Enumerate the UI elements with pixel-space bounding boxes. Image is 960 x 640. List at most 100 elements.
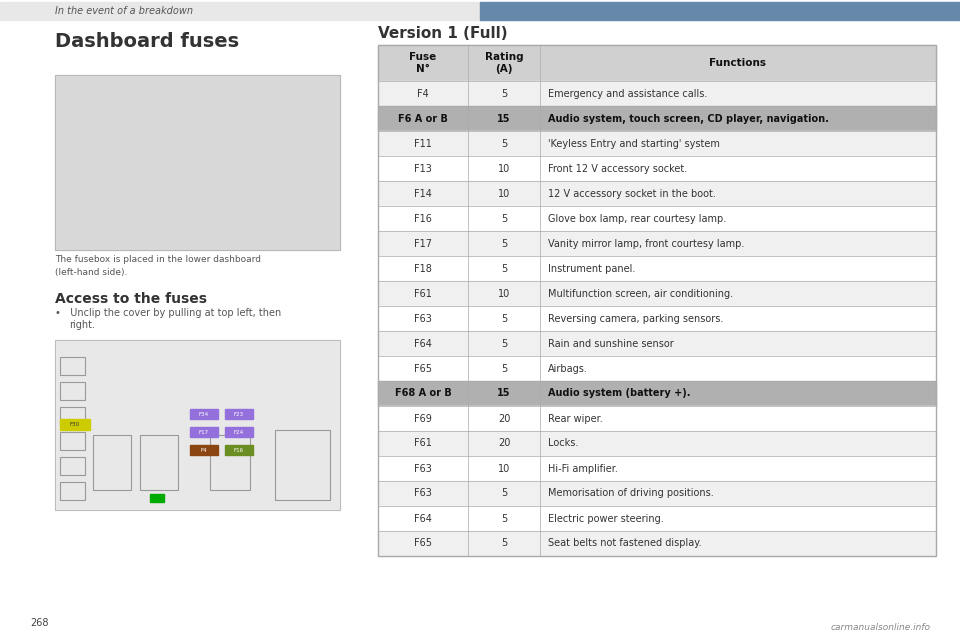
Bar xyxy=(275,430,330,500)
Text: Airbags.: Airbags. xyxy=(548,364,588,374)
Bar xyxy=(93,435,131,490)
Bar xyxy=(210,435,250,490)
Text: 12 V accessory socket in the boot.: 12 V accessory socket in the boot. xyxy=(548,189,716,198)
Bar xyxy=(378,45,936,556)
Bar xyxy=(378,131,936,156)
Text: Functions: Functions xyxy=(709,58,766,68)
Text: F17: F17 xyxy=(199,429,209,435)
Text: 10: 10 xyxy=(498,189,510,198)
Text: •   Unclip the cover by pulling at top left, then: • Unclip the cover by pulling at top lef… xyxy=(55,308,281,318)
Text: right.: right. xyxy=(69,320,95,330)
Text: F30: F30 xyxy=(70,422,80,426)
Bar xyxy=(225,409,253,419)
Text: 20: 20 xyxy=(498,438,510,449)
Bar xyxy=(150,494,164,502)
Text: 5: 5 xyxy=(501,138,507,148)
Bar xyxy=(480,2,960,20)
Text: Rear wiper.: Rear wiper. xyxy=(548,413,603,424)
Bar xyxy=(378,156,936,181)
Text: F24: F24 xyxy=(234,429,244,435)
Text: F61: F61 xyxy=(414,289,432,298)
Text: 5: 5 xyxy=(501,339,507,349)
Text: 5: 5 xyxy=(501,239,507,248)
Bar xyxy=(190,427,218,437)
Bar xyxy=(60,407,85,425)
Bar xyxy=(378,206,936,231)
Text: The fusebox is placed in the lower dashboard
(left-hand side).: The fusebox is placed in the lower dashb… xyxy=(55,255,261,276)
Text: F63: F63 xyxy=(414,314,432,323)
Bar xyxy=(378,531,936,556)
Text: Vanity mirror lamp, front courtesy lamp.: Vanity mirror lamp, front courtesy lamp. xyxy=(548,239,744,248)
Text: In the event of a breakdown: In the event of a breakdown xyxy=(55,6,193,16)
Text: Front 12 V accessory socket.: Front 12 V accessory socket. xyxy=(548,163,687,173)
Text: Hi-Fi amplifier.: Hi-Fi amplifier. xyxy=(548,463,618,474)
Text: Dashboard fuses: Dashboard fuses xyxy=(55,32,239,51)
Bar xyxy=(378,481,936,506)
Text: 268: 268 xyxy=(30,618,49,628)
Text: Emergency and assistance calls.: Emergency and assistance calls. xyxy=(548,88,708,99)
Text: 10: 10 xyxy=(498,463,510,474)
Text: 5: 5 xyxy=(501,214,507,223)
Bar xyxy=(378,356,936,381)
Text: carmanualsonline.info: carmanualsonline.info xyxy=(831,623,931,632)
Text: 'Keyless Entry and starting' system: 'Keyless Entry and starting' system xyxy=(548,138,720,148)
Bar xyxy=(190,409,218,419)
Bar xyxy=(378,506,936,531)
Text: F13: F13 xyxy=(414,163,432,173)
Bar xyxy=(378,106,936,131)
Bar xyxy=(0,2,480,20)
Text: F64: F64 xyxy=(414,339,432,349)
Text: F18: F18 xyxy=(414,264,432,273)
Bar xyxy=(190,445,218,455)
Text: 5: 5 xyxy=(501,264,507,273)
Text: Electric power steering.: Electric power steering. xyxy=(548,513,663,524)
Text: 10: 10 xyxy=(498,289,510,298)
Text: F16: F16 xyxy=(414,214,432,223)
Text: Reversing camera, parking sensors.: Reversing camera, parking sensors. xyxy=(548,314,724,323)
Text: 20: 20 xyxy=(498,413,510,424)
Text: F69: F69 xyxy=(414,413,432,424)
Bar xyxy=(378,331,936,356)
Text: F63: F63 xyxy=(414,488,432,499)
Text: F64: F64 xyxy=(414,513,432,524)
Text: Seat belts not fastened display.: Seat belts not fastened display. xyxy=(548,538,702,548)
Text: F63: F63 xyxy=(414,463,432,474)
Text: Audio system, touch screen, CD player, navigation.: Audio system, touch screen, CD player, n… xyxy=(548,113,828,124)
Text: 15: 15 xyxy=(497,388,511,399)
Bar xyxy=(378,431,936,456)
Text: F34: F34 xyxy=(199,412,209,417)
Bar xyxy=(378,256,936,281)
Text: Rating
(A): Rating (A) xyxy=(485,52,523,74)
Bar xyxy=(225,427,253,437)
Text: F65: F65 xyxy=(414,538,432,548)
Text: F4: F4 xyxy=(201,447,207,452)
Bar xyxy=(60,432,85,450)
Bar xyxy=(378,81,936,106)
Text: F11: F11 xyxy=(414,138,432,148)
Text: F23: F23 xyxy=(234,412,244,417)
Text: Locks.: Locks. xyxy=(548,438,578,449)
Bar xyxy=(60,482,85,500)
Bar xyxy=(378,456,936,481)
Text: Rain and sunshine sensor: Rain and sunshine sensor xyxy=(548,339,674,349)
Bar xyxy=(55,75,340,250)
Text: Version 1 (Full): Version 1 (Full) xyxy=(378,26,508,41)
Text: Memorisation of driving positions.: Memorisation of driving positions. xyxy=(548,488,713,499)
Bar xyxy=(140,435,178,490)
Text: 5: 5 xyxy=(501,488,507,499)
Bar xyxy=(60,357,85,375)
Text: 10: 10 xyxy=(498,163,510,173)
Text: 5: 5 xyxy=(501,538,507,548)
Bar xyxy=(378,306,936,331)
Bar xyxy=(378,231,936,256)
Text: 5: 5 xyxy=(501,314,507,323)
Bar xyxy=(55,75,340,250)
Text: 15: 15 xyxy=(497,113,511,124)
Text: Audio system (battery +).: Audio system (battery +). xyxy=(548,388,690,399)
Text: F65: F65 xyxy=(414,364,432,374)
Bar xyxy=(60,382,85,400)
Text: F16: F16 xyxy=(234,447,244,452)
Bar xyxy=(378,181,936,206)
Bar xyxy=(55,340,340,510)
Text: Multifunction screen, air conditioning.: Multifunction screen, air conditioning. xyxy=(548,289,733,298)
